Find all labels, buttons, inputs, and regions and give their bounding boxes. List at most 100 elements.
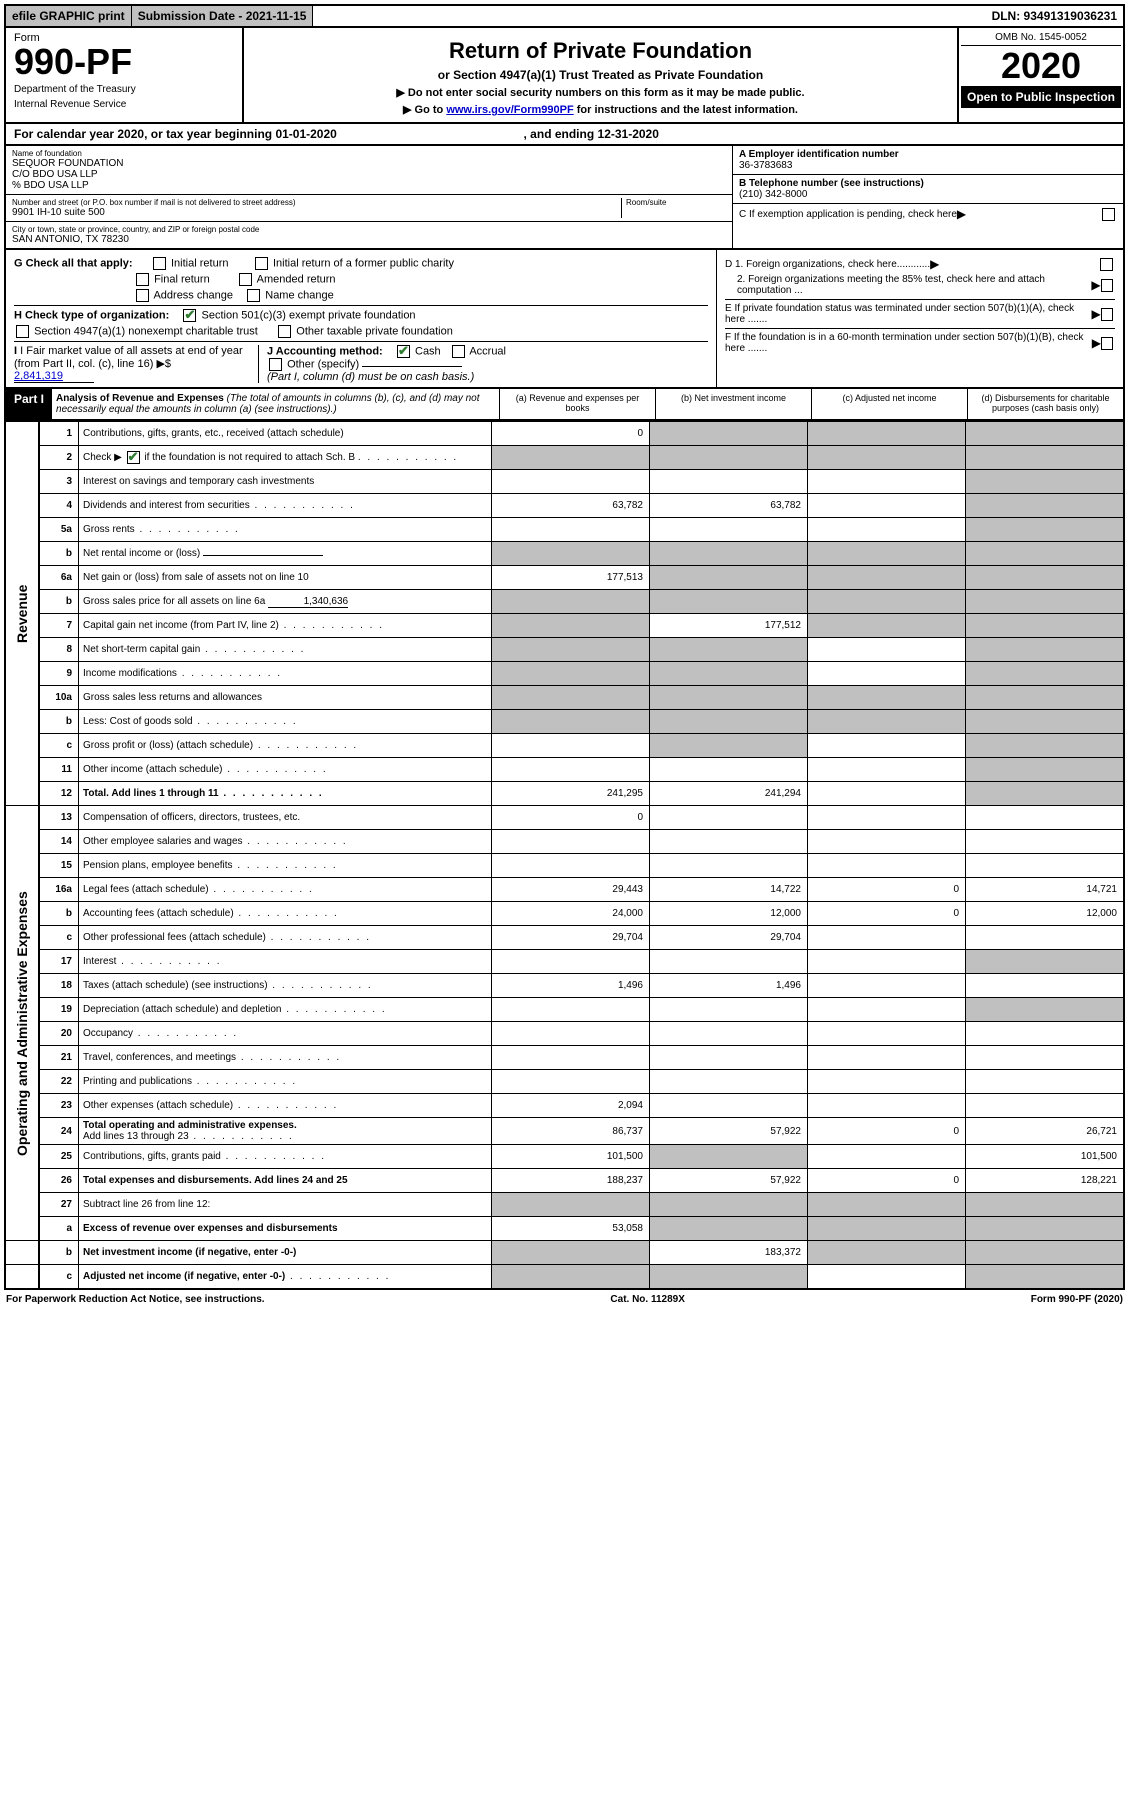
cell-grey	[808, 446, 966, 470]
table-row: 23Other expenses (attach schedule)2,094	[5, 1094, 1124, 1118]
f-checkbox[interactable]	[1101, 337, 1113, 350]
part1-header-row: Part I Analysis of Revenue and Expenses …	[4, 389, 1125, 421]
cat-no: Cat. No. 11289X	[610, 1294, 684, 1305]
table-row: cAdjusted net income (if negative, enter…	[5, 1265, 1124, 1289]
amt-24d: 26,721	[966, 1118, 1125, 1145]
addr-val: 9901 IH-10 suite 500	[12, 207, 105, 218]
line-3-desc: Interest on savings and temporary cash i…	[79, 470, 492, 494]
4947-checkbox[interactable]	[16, 325, 29, 338]
cell	[808, 1046, 966, 1070]
cell-grey	[650, 446, 808, 470]
cell-grey	[808, 542, 966, 566]
g-label: G Check all that apply:	[14, 257, 133, 269]
table-row: 4Dividends and interest from securities6…	[5, 494, 1124, 518]
form-title: Return of Private Foundation	[250, 38, 951, 64]
top-bar: efile GRAPHIC print Submission Date - 20…	[4, 4, 1125, 28]
other-taxable-checkbox[interactable]	[278, 325, 291, 338]
main-table: Revenue 1Contributions, gifts, grants, e…	[4, 421, 1125, 1290]
exemption-checkbox[interactable]	[1102, 208, 1115, 221]
info-grid: Name of foundation SEQUOR FOUNDATION C/O…	[4, 146, 1125, 250]
line-no: 4	[39, 494, 79, 518]
line-17-text: Interest	[83, 956, 116, 967]
cell-grey	[808, 1193, 966, 1217]
amt-25a: 101,500	[492, 1145, 650, 1169]
line-21-desc: Travel, conferences, and meetings	[79, 1046, 492, 1070]
initial-former-checkbox[interactable]	[255, 257, 268, 270]
table-row: 18Taxes (attach schedule) (see instructi…	[5, 974, 1124, 998]
final-return-checkbox[interactable]	[136, 273, 149, 286]
cell-grey	[966, 710, 1125, 734]
table-row: bNet rental income or (loss)	[5, 542, 1124, 566]
initial-return-checkbox[interactable]	[153, 257, 166, 270]
line-19-desc: Depreciation (attach schedule) and deple…	[79, 998, 492, 1022]
table-row: 9Income modifications	[5, 662, 1124, 686]
amt-7b: 177,512	[650, 614, 808, 638]
cell	[808, 734, 966, 758]
table-row: bNet investment income (if negative, ent…	[5, 1241, 1124, 1265]
line-6b-pre: Gross sales price for all assets on line…	[83, 596, 265, 607]
cell-grey	[966, 638, 1125, 662]
amt-16c-b: 29,704	[650, 926, 808, 950]
line-16b-text: Accounting fees (attach schedule)	[83, 908, 234, 919]
table-row: b Gross sales price for all assets on lin…	[5, 590, 1124, 614]
room-label: Room/suite	[626, 198, 726, 207]
amt-16a-d: 14,721	[966, 878, 1125, 902]
line-8-text: Net short-term capital gain	[83, 644, 200, 655]
d1-checkbox[interactable]	[1100, 258, 1113, 271]
addr-label: Number and street (or P.O. box number if…	[12, 198, 621, 207]
cell-grey	[650, 590, 808, 614]
e-checkbox[interactable]	[1101, 308, 1113, 321]
line-26-desc: Total expenses and disbursements. Add li…	[79, 1169, 492, 1193]
cell	[650, 998, 808, 1022]
line-10c-desc: Gross profit or (loss) (attach schedule)	[79, 734, 492, 758]
amt-18b: 1,496	[650, 974, 808, 998]
cell-grey	[492, 710, 650, 734]
cell	[966, 854, 1125, 878]
cell	[808, 662, 966, 686]
line-12-desc: Total. Add lines 1 through 11	[79, 782, 492, 806]
line-27b-text: Net investment income (if negative, ente…	[83, 1247, 296, 1258]
d2-label: 2. Foreign organizations meeting the 85%…	[725, 274, 1091, 296]
line-10a-text: Gross sales less returns and allowances	[83, 692, 262, 703]
amt-13a: 0	[492, 806, 650, 830]
501c3-checkbox[interactable]	[183, 309, 196, 322]
table-row: 8Net short-term capital gain	[5, 638, 1124, 662]
g-opt-1: Final return	[154, 273, 210, 285]
line-no: 2	[39, 446, 79, 470]
efile-button[interactable]: efile GRAPHIC print	[6, 6, 132, 26]
address-change-checkbox[interactable]	[136, 289, 149, 302]
cell-grey	[966, 734, 1125, 758]
table-row: 5aGross rents	[5, 518, 1124, 542]
amt-1a: 0	[492, 422, 650, 446]
e-row: E If private foundation status was termi…	[725, 299, 1115, 325]
cash-checkbox[interactable]	[397, 345, 410, 358]
fmv-link[interactable]: 2,841,319	[14, 370, 94, 383]
amended-checkbox[interactable]	[239, 273, 252, 286]
cell-grey	[492, 446, 650, 470]
col-b-head: (b) Net investment income	[655, 389, 811, 419]
gross-sales-val: 1,340,636	[268, 596, 348, 608]
table-row: 11Other income (attach schedule)	[5, 758, 1124, 782]
line-no: b	[39, 590, 79, 614]
table-row: 25Contributions, gifts, grants paid101,5…	[5, 1145, 1124, 1169]
amt-26c: 0	[808, 1169, 966, 1193]
cell	[492, 830, 650, 854]
cell	[492, 854, 650, 878]
accrual-checkbox[interactable]	[452, 345, 465, 358]
cell	[966, 974, 1125, 998]
cell	[492, 758, 650, 782]
line-no: 26	[39, 1169, 79, 1193]
name-change-checkbox[interactable]	[247, 289, 260, 302]
table-row: bAccounting fees (attach schedule)24,000…	[5, 902, 1124, 926]
j-label: J Accounting method:	[267, 345, 383, 357]
cell-grey	[966, 1241, 1125, 1265]
schb-checkbox[interactable]	[127, 451, 140, 464]
cell	[650, 806, 808, 830]
other-method-checkbox[interactable]	[269, 358, 282, 371]
part1-title-cell: Part I Analysis of Revenue and Expenses …	[6, 389, 499, 419]
d2-checkbox[interactable]	[1101, 279, 1113, 292]
irs-link[interactable]: www.irs.gov/Form990PF	[446, 104, 573, 116]
omb-number: OMB No. 1545-0052	[961, 30, 1121, 46]
line-no: 27	[39, 1193, 79, 1217]
line-no: 23	[39, 1094, 79, 1118]
